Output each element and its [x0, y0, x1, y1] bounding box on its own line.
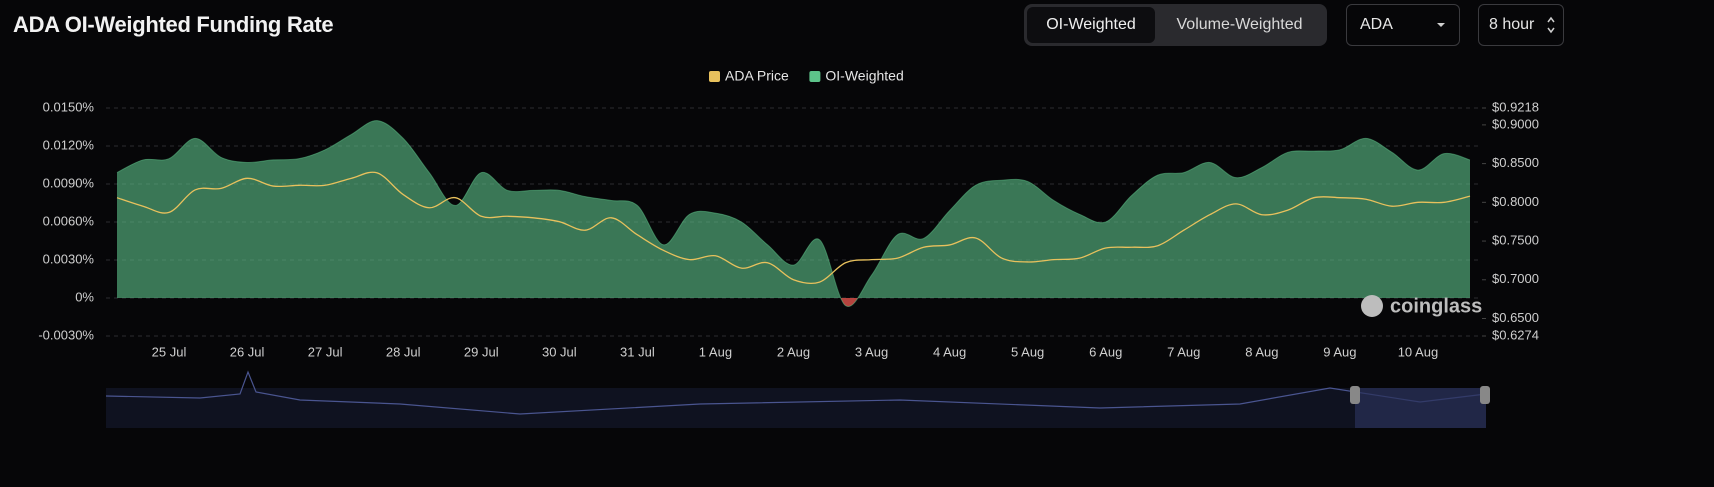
y-tick-label: 0.0090% [43, 175, 95, 190]
x-tick-label: 25 Jul [152, 344, 187, 359]
navigator-window[interactable] [1355, 388, 1486, 428]
y2-tick-label: $0.8500 [1492, 155, 1539, 170]
area-outline [116, 120, 1471, 307]
legend-swatch [809, 71, 821, 82]
y2-tick-label: $0.6274 [1492, 327, 1539, 342]
symbol-select[interactable]: ADA [1346, 4, 1460, 46]
y2-tick-label: $0.6500 [1492, 310, 1539, 325]
x-tick-label: 7 Aug [1167, 344, 1200, 359]
y-tick-label: -0.0030% [38, 327, 94, 342]
plot [116, 120, 1471, 307]
navigator-line [105, 370, 1487, 415]
watermark-text: coinglass [1390, 295, 1482, 317]
area-positive [117, 120, 1470, 298]
x-tick-label: 8 Aug [1245, 344, 1278, 359]
x-tick-label: 27 Jul [308, 344, 343, 359]
interval-select[interactable]: 8 hour [1478, 4, 1564, 46]
legend-label: ADA Price [725, 68, 789, 84]
navigator-handle[interactable] [1350, 386, 1360, 404]
y-tick-label: 0.0120% [43, 137, 95, 152]
dropdown-caret [1437, 23, 1445, 27]
y2-tick-label: $0.7500 [1492, 232, 1539, 247]
x-tick-label: 3 Aug [855, 344, 888, 359]
x-tick-label: 9 Aug [1323, 344, 1356, 359]
x-tick-label: 28 Jul [386, 344, 421, 359]
symbol-value: ADA [1360, 16, 1393, 33]
stepper-caret [1547, 16, 1555, 34]
legend-label: OI-Weighted [825, 68, 903, 84]
y2-tick-label: $0.8000 [1492, 194, 1539, 209]
y-tick-label: 0% [75, 289, 94, 304]
price-line [116, 171, 1471, 285]
axes: -0.0030% 0% 0.0030% 0.0060% 0.0090% 0.0120% 0.… [38, 68, 1539, 360]
y2-tick-label: $0.7000 [1492, 271, 1539, 286]
navigator-handle[interactable] [1480, 386, 1490, 404]
weighting-tabs: OI-Weighted Volume-Weighted [1024, 4, 1327, 46]
y-tick-label: 0.0150% [43, 99, 95, 114]
x-tick-label: 26 Jul [230, 344, 265, 359]
legend-swatch [709, 71, 720, 82]
x-tick-label: 29 Jul [464, 344, 499, 359]
page-title: ADA OI-Weighted Funding Rate [13, 12, 334, 37]
y-tick-label: 0.0030% [43, 251, 95, 266]
tab-oi[interactable]: OI-Weighted [1027, 7, 1155, 43]
y-tick-label: 0.0060% [43, 213, 95, 228]
x-tick-label: 6 Aug [1089, 344, 1122, 359]
x-tick-label: 1 Aug [699, 344, 732, 359]
x-tick-label: 10 Aug [1398, 344, 1439, 359]
y2-tick-label: $0.9000 [1492, 116, 1539, 131]
x-tick-label: 30 Jul [542, 344, 577, 359]
navigator [105, 370, 1490, 428]
tab-volume[interactable]: Volume-Weighted [1176, 16, 1303, 33]
y2-tick-label: $0.9218 [1492, 99, 1539, 114]
navigator-track [106, 388, 1486, 428]
watermark: coinglass [1361, 295, 1482, 317]
interval-value: 8 hour [1489, 16, 1535, 33]
x-tick-label: 2 Aug [777, 344, 810, 359]
x-tick-label: 4 Aug [933, 344, 966, 359]
x-tick-label: 5 Aug [1011, 344, 1044, 359]
watermark-logo [1361, 295, 1383, 317]
x-tick-label: 31 Jul [620, 344, 655, 359]
